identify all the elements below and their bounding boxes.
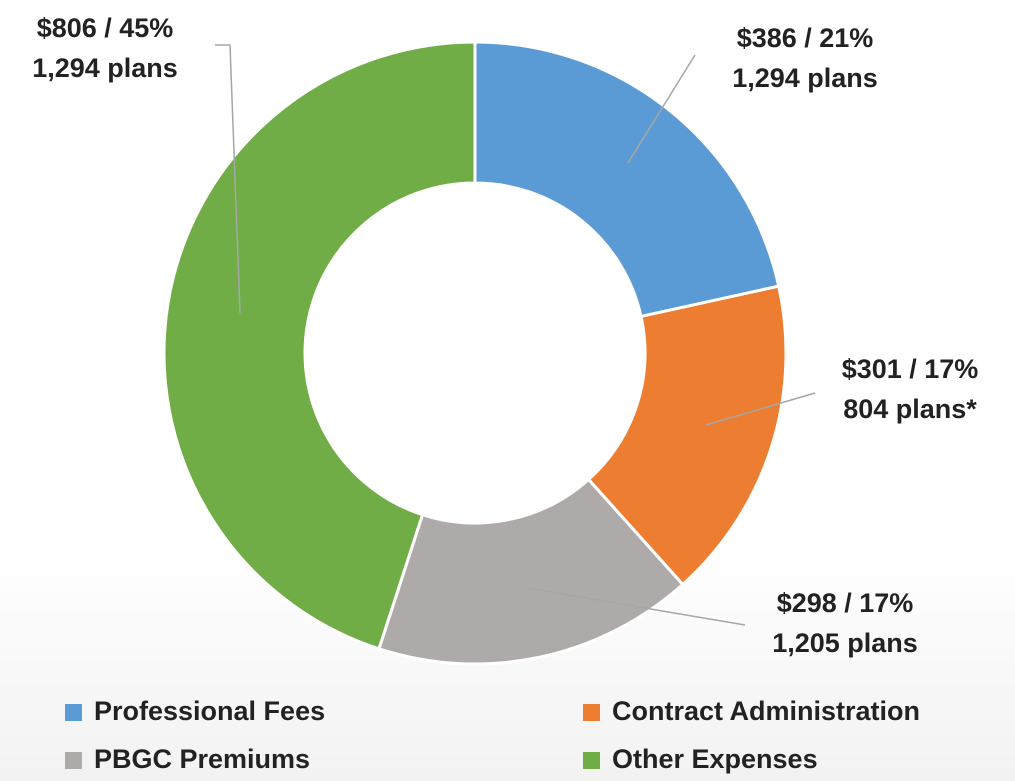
donut-slice	[586, 284, 788, 587]
plan-label: 1,294 plans	[32, 53, 178, 83]
plan-label: 1,294 plans	[732, 63, 878, 93]
data-label: $806 / 45%	[37, 13, 174, 43]
donut-slice	[162, 40, 477, 651]
donut-slice	[377, 477, 685, 666]
legend-label: Contract Administration	[612, 696, 920, 726]
donut-slice	[473, 40, 781, 319]
leader-line	[526, 587, 746, 626]
data-label: $301 / 17%	[842, 354, 979, 384]
data-label: $298 / 17%	[777, 588, 914, 618]
legend-label: Other Expenses	[612, 744, 818, 774]
leader-line	[215, 44, 241, 314]
plan-label: 1,205 plans	[772, 628, 918, 658]
legend-label: Professional Fees	[94, 696, 325, 726]
leader-line	[705, 392, 816, 426]
legend-swatch	[583, 704, 600, 721]
data-label: $386 / 21%	[737, 23, 874, 53]
plan-label: 804 plans*	[843, 394, 977, 424]
legend-swatch	[65, 752, 82, 769]
legend-swatch	[583, 752, 600, 769]
legend-swatch	[65, 704, 82, 721]
legend-label: PBGC Premiums	[94, 744, 310, 774]
leader-line	[627, 54, 696, 164]
